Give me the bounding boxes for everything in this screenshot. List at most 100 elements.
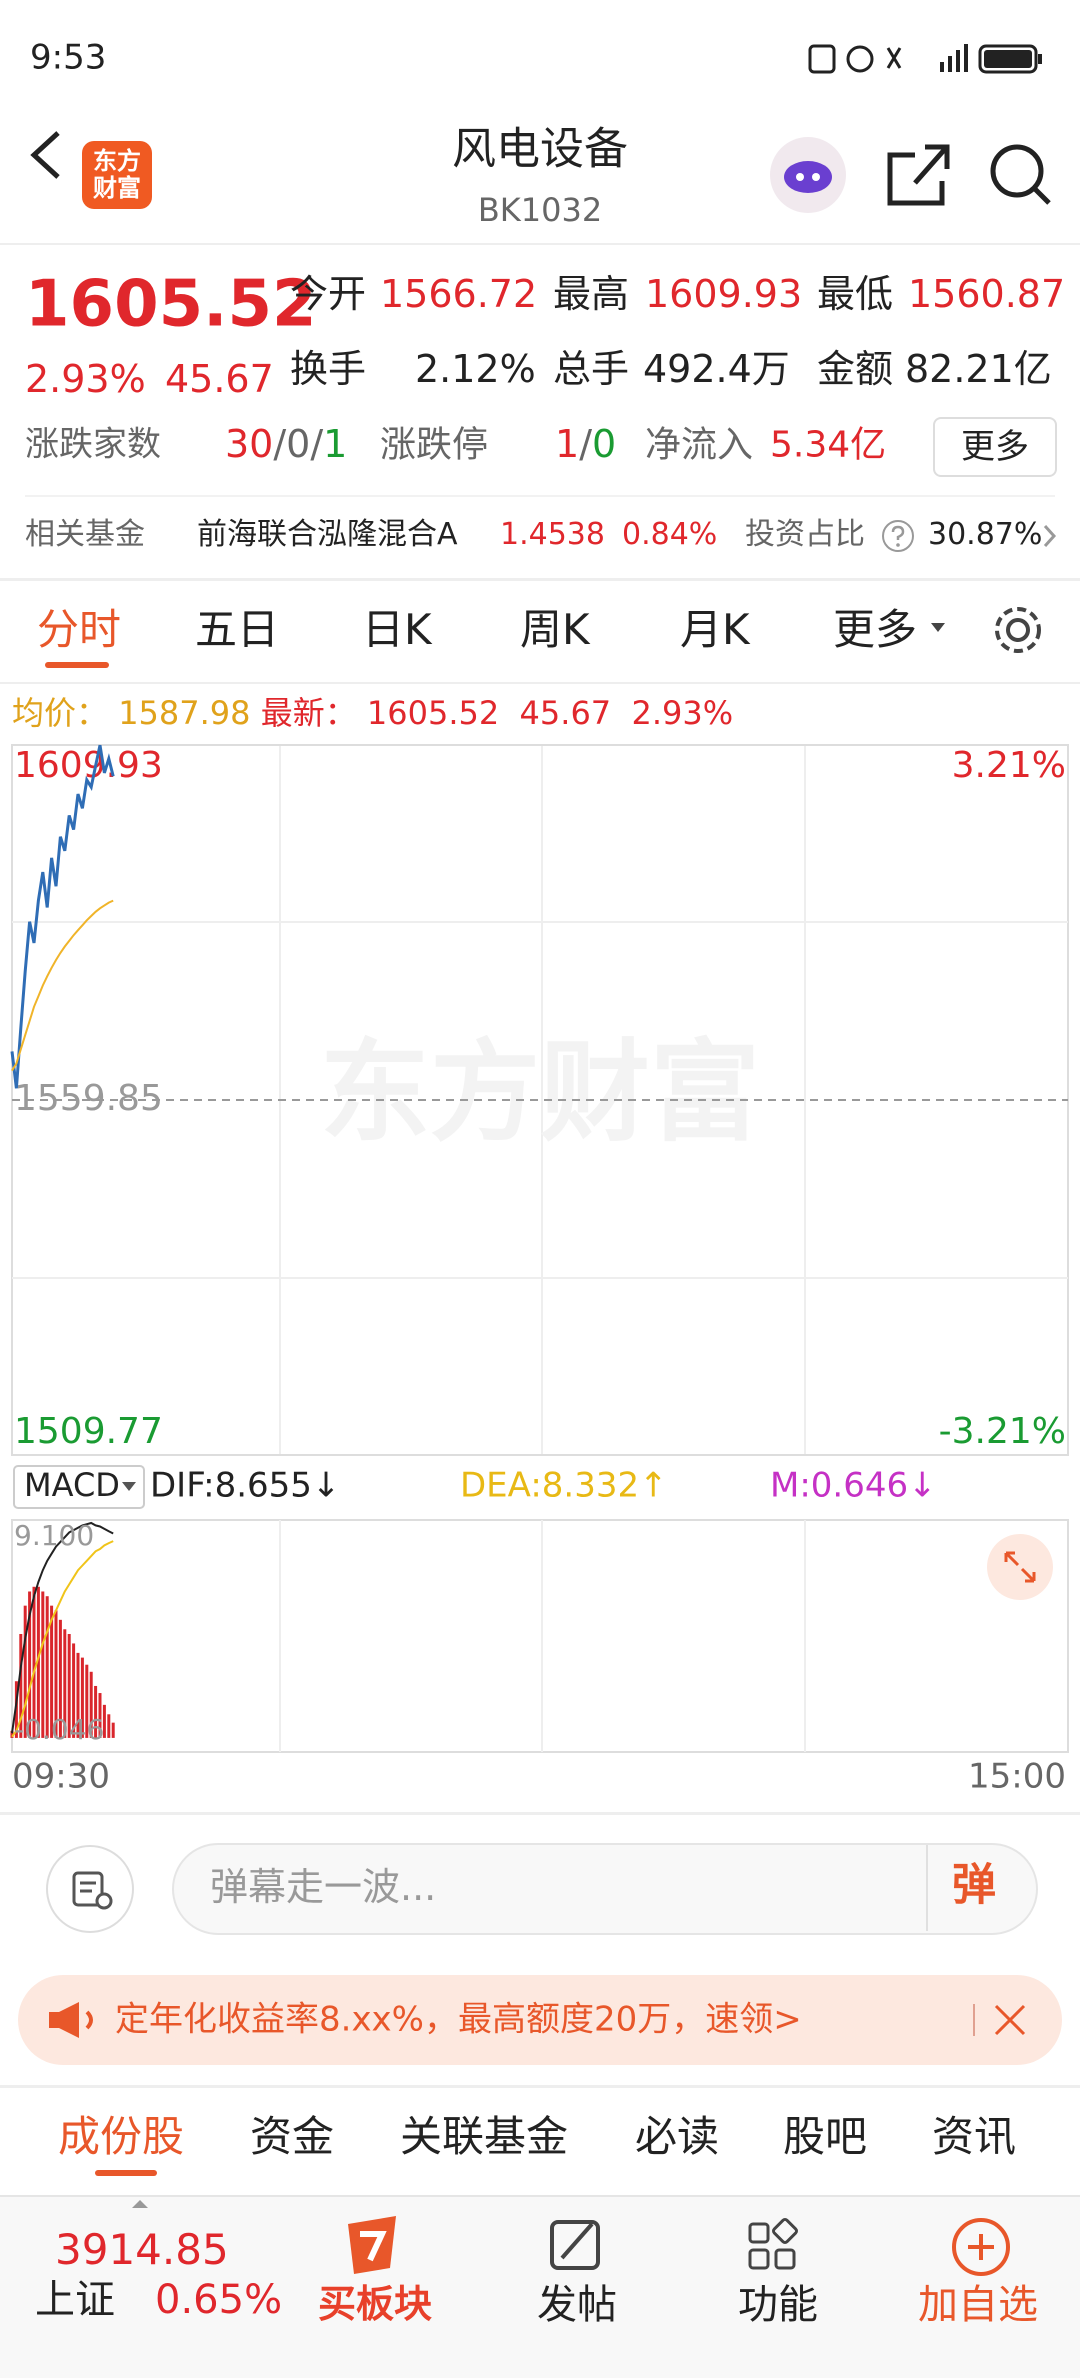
logo-text: 东方财富 bbox=[93, 147, 141, 202]
macd-bar bbox=[45, 1596, 49, 1738]
up: 30 bbox=[225, 422, 274, 467]
nav-icons bbox=[348, 2216, 798, 2274]
index-value[interactable]: 3914.85 bbox=[55, 2224, 229, 2274]
stat-label: 金额 bbox=[817, 347, 894, 392]
tab[interactable]: 日K bbox=[362, 604, 432, 654]
stat-value: 1566.72 bbox=[380, 272, 538, 317]
tab[interactable]: 分时 bbox=[37, 604, 122, 654]
stat-value: 2.12% bbox=[415, 347, 536, 392]
macd-bar bbox=[89, 1671, 93, 1738]
help-icon[interactable] bbox=[880, 518, 916, 554]
dif-label: DIF:8.655↓ bbox=[150, 1466, 340, 1506]
tab[interactable]: 更多 bbox=[833, 604, 918, 654]
stat-label: 最低 bbox=[817, 272, 894, 317]
header-actions bbox=[770, 137, 1051, 213]
macd-bar bbox=[98, 1693, 102, 1738]
macd-bar bbox=[111, 1722, 115, 1738]
price: 1605.52 bbox=[25, 267, 317, 342]
ratio: 30.87% bbox=[928, 517, 1043, 552]
down: 1 bbox=[323, 422, 348, 467]
change: 45.67 bbox=[165, 357, 274, 402]
change-pct: 2.93% bbox=[25, 357, 146, 402]
status-icons bbox=[808, 44, 1042, 74]
macd-bar bbox=[32, 1586, 36, 1738]
nav-item[interactable]: 发帖 bbox=[537, 2282, 617, 2328]
fund-nav: 1.4538 bbox=[500, 517, 605, 552]
sub-tab[interactable]: 资金 bbox=[250, 2111, 335, 2161]
tab[interactable]: 五日 bbox=[195, 604, 280, 654]
stat-value: 492.4万 bbox=[643, 347, 790, 392]
macd-bar bbox=[67, 1633, 71, 1738]
banner[interactable] bbox=[18, 1975, 1062, 2065]
tab[interactable]: 月K bbox=[680, 604, 750, 654]
fund-name[interactable]: 前海联合泓隆混合A bbox=[197, 517, 458, 552]
line bbox=[11, 899, 114, 1072]
stat-value: 1609.93 bbox=[645, 272, 803, 317]
sub-tab[interactable]: 资讯 bbox=[932, 2111, 1017, 2161]
ratio-label: 投资占比 bbox=[745, 517, 865, 552]
nav-item[interactable]: 加自选 bbox=[918, 2282, 1038, 2328]
limit-up: 1 bbox=[555, 422, 580, 467]
inflow-label: 净流入 bbox=[645, 424, 754, 466]
sep: / bbox=[273, 422, 287, 467]
macd-bar bbox=[107, 1714, 111, 1738]
line bbox=[10, 744, 115, 1089]
limit: 1/0 bbox=[555, 422, 616, 468]
nav-item[interactable]: 功能 bbox=[738, 2282, 818, 2328]
share-button[interactable] bbox=[887, 144, 950, 206]
title: 风电设备 bbox=[452, 123, 628, 175]
breadth-label: 涨跌家数 bbox=[25, 424, 161, 465]
stat-label: 今开 bbox=[290, 272, 367, 317]
macd-bar bbox=[76, 1652, 80, 1738]
macd-bar bbox=[36, 1586, 40, 1738]
sub-tab[interactable]: 成份股 bbox=[58, 2111, 185, 2161]
stat-value: 1560.87 bbox=[908, 272, 1066, 317]
macd-selector[interactable]: MACD bbox=[24, 1466, 120, 1504]
macd-bar bbox=[23, 1605, 27, 1738]
limit-label: 涨跌停 bbox=[380, 424, 489, 466]
avg: 1587.98 bbox=[118, 693, 251, 732]
line bbox=[11, 1521, 114, 1734]
nav-item[interactable]: 买板块 bbox=[318, 2282, 433, 2327]
line bbox=[11, 1540, 114, 1738]
sub-tab[interactable]: 关联基金 bbox=[400, 2111, 569, 2161]
macd-bar bbox=[14, 1681, 18, 1738]
info-line: 均价： 1587.98 最新： 1605.52 45.67 2.93% bbox=[12, 694, 733, 732]
code: BK1032 bbox=[477, 190, 603, 229]
macd-bar bbox=[19, 1633, 23, 1738]
sub-tab[interactable]: 股吧 bbox=[783, 2111, 868, 2161]
macd-bar bbox=[63, 1629, 67, 1738]
danmaku-button[interactable]: 弹 bbox=[952, 1859, 996, 1911]
macd-bar bbox=[80, 1657, 84, 1738]
x-tick-label: 15:00 bbox=[968, 1757, 1066, 1797]
banner-close[interactable] bbox=[970, 1998, 1040, 2042]
stat-label: 总手 bbox=[553, 347, 630, 392]
fund-change: 0.84% bbox=[622, 517, 718, 552]
dea-label: DEA:8.332↑ bbox=[460, 1466, 668, 1506]
macd-bar bbox=[50, 1605, 54, 1738]
macd-bar bbox=[41, 1591, 45, 1738]
index-name: 上证 bbox=[35, 2277, 115, 2323]
index-change: 0.65% bbox=[155, 2277, 283, 2323]
expand-button[interactable] bbox=[987, 1534, 1053, 1600]
sub-tab-indicator bbox=[95, 2170, 157, 2176]
last-change-pct: 2.93% bbox=[631, 693, 734, 732]
y-tick-label: -0.046 bbox=[14, 1713, 104, 1746]
more-button[interactable]: 更多 bbox=[933, 417, 1057, 477]
settings-button[interactable] bbox=[990, 602, 1046, 658]
comment-input[interactable] bbox=[172, 1843, 1038, 1935]
y-tick-label: 1609.93 bbox=[14, 745, 163, 786]
m-label: M:0.646↓ bbox=[770, 1466, 937, 1506]
sub-tab[interactable]: 必读 bbox=[635, 2111, 720, 2161]
comment-icon[interactable] bbox=[44, 1843, 136, 1935]
tab[interactable]: 周K bbox=[520, 604, 590, 654]
watermark: 东方财富 bbox=[320, 1028, 760, 1156]
stat-label: 换手 bbox=[290, 347, 367, 392]
last-label: 最新： bbox=[260, 693, 357, 732]
back-button[interactable] bbox=[20, 125, 70, 185]
macd-bar bbox=[102, 1704, 106, 1738]
sep: / bbox=[579, 422, 592, 467]
search-button[interactable] bbox=[990, 144, 1051, 205]
macd-bar bbox=[58, 1619, 62, 1738]
